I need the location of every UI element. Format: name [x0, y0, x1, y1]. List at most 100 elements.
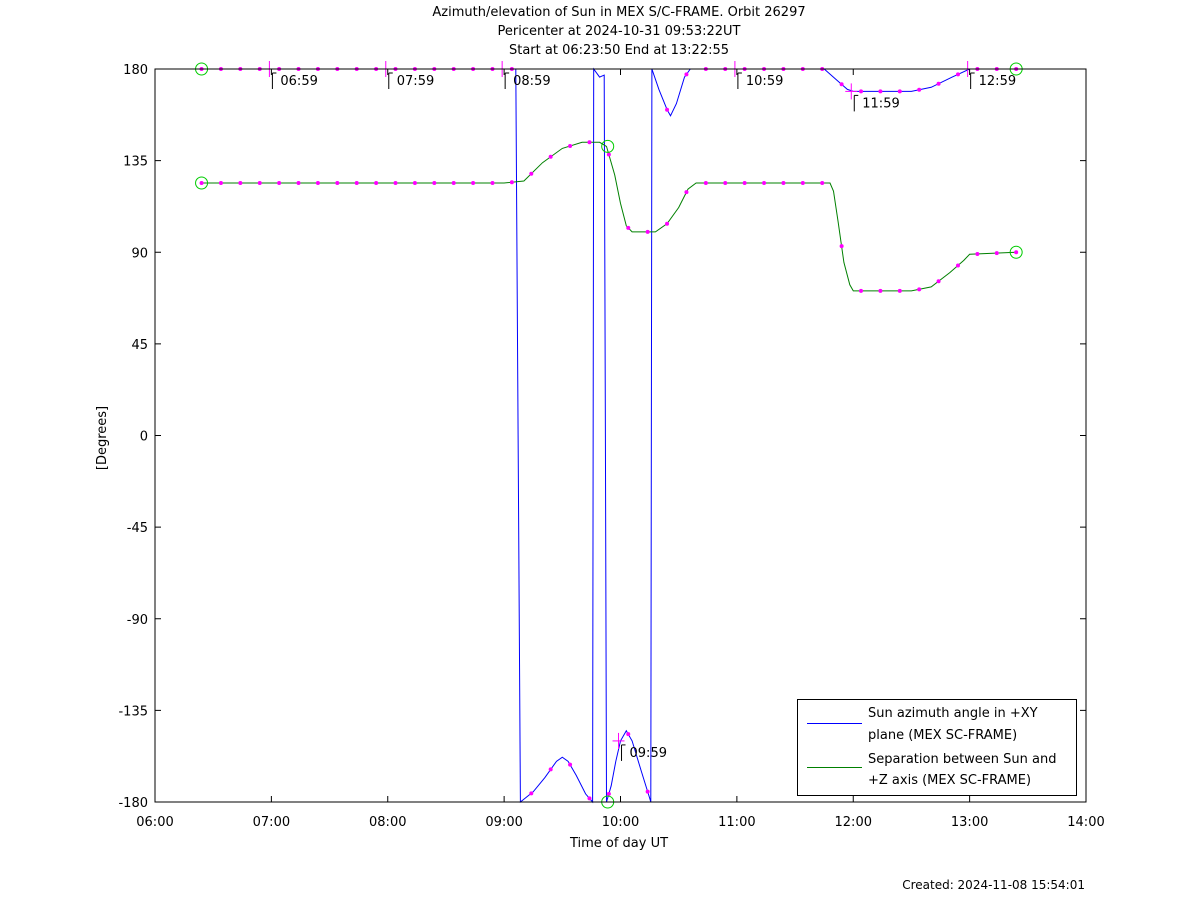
pericenter-circle	[601, 139, 615, 153]
separation-sample-dot	[509, 180, 514, 185]
y-tick-label: 180	[123, 63, 148, 78]
y-tick-label: -135	[118, 704, 148, 719]
y-tick-label: -180	[118, 796, 148, 811]
x-tick-label: 08:00	[369, 815, 406, 830]
separation-sample-dot	[432, 181, 437, 186]
separation-sample-dot	[781, 181, 786, 186]
separation-sample-dot	[955, 263, 960, 268]
separation-sample-dot	[936, 279, 941, 284]
separation-sample-dot	[335, 181, 340, 186]
title-line-3: Start at 06:23:50 End at 13:22:55	[508, 43, 730, 58]
timestamp-label: 12:59	[979, 74, 1016, 89]
separation-sample-dot	[606, 152, 611, 157]
separation-sample-dot	[315, 181, 320, 186]
y-tick-label: -90	[127, 613, 148, 628]
legend: Sun azimuth angle in +XY plane (MEX SC-F…	[797, 699, 1077, 796]
separation-sample-dot	[587, 140, 592, 145]
separation-sample-dot	[820, 181, 825, 186]
azimuth-sample-dot	[839, 82, 844, 87]
timestamp-label: 10:59	[746, 74, 783, 89]
y-tick-label: 0	[140, 430, 148, 445]
azimuth-sample-dot	[548, 767, 553, 772]
azimuth-sample-dot	[587, 796, 592, 801]
x-tick-label: 10:00	[602, 815, 639, 830]
azimuth-sample-dot	[606, 791, 611, 796]
azimuth-sample-dot	[897, 89, 902, 94]
separation-sample-dot	[703, 181, 708, 186]
separation-sample-dot	[568, 144, 573, 149]
separation-sample-dot	[878, 288, 883, 293]
azimuth-sample-dot	[665, 107, 670, 112]
start-end-circle	[1009, 245, 1023, 259]
separation-sample-dot	[723, 181, 728, 186]
y-axis-label: [Degrees]	[95, 405, 110, 471]
created-footer: Created: 2024-11-08 15:54:01	[902, 878, 1085, 892]
separation-sample-dot	[393, 181, 398, 186]
legend-label-azimuth-2: plane (MEX SC-FRAME)	[868, 728, 1018, 743]
separation-sample-dot	[1014, 250, 1019, 255]
x-tick-label: 12:00	[835, 815, 872, 830]
separation-sample-dot	[277, 181, 282, 186]
separation-series-line	[201, 141, 1017, 292]
y-tick-label: -45	[127, 521, 148, 536]
y-tick-label: 45	[131, 338, 148, 353]
separation-sample-dot	[412, 181, 417, 186]
timestamp-label: 06:59	[280, 74, 317, 89]
separation-sample-dot	[548, 154, 553, 159]
separation-sample-dot	[975, 251, 980, 256]
legend-swatch-separation	[807, 767, 862, 768]
separation-sample-dot	[897, 288, 902, 293]
legend-swatch-azimuth	[807, 723, 862, 724]
separation-sample-dot	[199, 181, 204, 186]
timestamp-label: 07:59	[397, 74, 434, 89]
separation-sample-dot	[354, 181, 359, 186]
timestamp-label: 11:59	[862, 96, 899, 111]
title-line-2: Pericenter at 2024-10-31 09:53:22UT	[497, 24, 741, 39]
timestamp-label: 09:59	[630, 746, 667, 761]
azimuth-sample-dot	[529, 791, 534, 796]
separation-sample-dot	[471, 181, 476, 186]
azimuth-sample-dot	[684, 72, 689, 77]
azimuth-sample-dot	[859, 89, 864, 94]
x-tick-label: 14:00	[1067, 815, 1104, 830]
separation-sample-dot	[742, 181, 747, 186]
separation-sample-dot	[839, 244, 844, 249]
x-tick-label: 07:00	[253, 815, 290, 830]
x-tick-label: 13:00	[951, 815, 988, 830]
separation-sample-dot	[665, 221, 670, 226]
azimuth-sample-dot	[568, 762, 573, 767]
legend-label-separation-2: +Z axis (MEX SC-FRAME)	[868, 773, 1032, 788]
title-line-1: Azimuth/elevation of Sun in MEX S/C-FRAM…	[432, 5, 806, 20]
y-tick-label: 135	[123, 155, 148, 170]
separation-sample-dot	[917, 287, 922, 292]
azimuth-sample-dot	[878, 89, 883, 94]
legend-label-separation-1: Separation between Sun and	[868, 752, 1057, 767]
azimuth-sample-dot	[626, 732, 631, 737]
separation-sample-dot	[684, 190, 689, 195]
azimuth-sample-dot	[936, 81, 941, 86]
x-tick-label: 11:00	[718, 815, 755, 830]
plot-frame	[154, 68, 1087, 803]
azimuth-series-line	[201, 67, 1017, 804]
start-end-circle	[195, 176, 209, 190]
x-tick-label: 06:00	[136, 815, 173, 830]
separation-sample-dot	[218, 181, 223, 186]
separation-sample-dot	[994, 251, 999, 256]
separation-sample-dot	[529, 171, 534, 176]
timestamp-label: 08:59	[513, 74, 550, 89]
azimuth-sample-dot	[955, 72, 960, 77]
separation-sample-dot	[626, 225, 631, 230]
separation-sample-dot	[490, 181, 495, 186]
separation-sample-dot	[257, 181, 262, 186]
separation-sample-dot	[645, 229, 650, 234]
separation-sample-dot	[296, 181, 301, 186]
x-axis-label: Time of day UT	[569, 836, 669, 851]
y-tick-label: 90	[131, 246, 148, 261]
separation-sample-dot	[374, 181, 379, 186]
azimuth-sample-dot	[645, 789, 650, 794]
separation-sample-dot	[762, 181, 767, 186]
separation-sample-dot	[800, 181, 805, 186]
x-tick-label: 09:00	[485, 815, 522, 830]
separation-sample-dot	[238, 181, 243, 186]
